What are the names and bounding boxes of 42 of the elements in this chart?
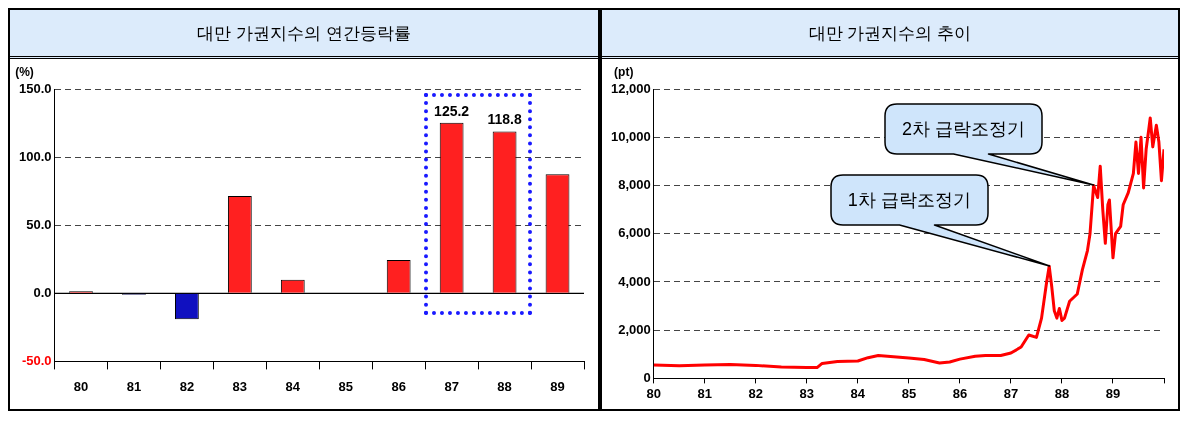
chart-title: 대만 가권지수의 연간등락률 bbox=[10, 10, 598, 59]
y-tick-label: 0.0 bbox=[33, 284, 52, 300]
x-tick-label: 89 bbox=[1105, 385, 1121, 401]
y-tick-label: 2,000 bbox=[618, 321, 651, 337]
x-tick-label: 81 bbox=[697, 385, 713, 401]
chart-title: 대만 가권지수의 추이 bbox=[602, 10, 1178, 59]
y-tick-label: 50.0 bbox=[26, 216, 52, 232]
x-tick-label: 88 bbox=[1054, 385, 1070, 401]
callout-arrow: 2차 급락조정기 bbox=[883, 102, 1096, 188]
x-tick-label: 84 bbox=[285, 378, 301, 394]
y-tick-label: 150.0 bbox=[18, 80, 52, 96]
x-tick-label: 81 bbox=[126, 378, 142, 394]
y-tick-label: 100.0 bbox=[18, 148, 52, 164]
x-tick-label: 83 bbox=[799, 385, 815, 401]
annotation: 1차 급락조정기 bbox=[847, 189, 971, 213]
y-tick-label: 6,000 bbox=[618, 225, 651, 241]
x-tick-label: 85 bbox=[338, 378, 353, 394]
x-tick-label: 86 bbox=[391, 378, 406, 394]
y-axis-title: (pt) bbox=[614, 65, 634, 80]
y-axis-title: (%) bbox=[15, 65, 34, 80]
x-tick-label: 87 bbox=[444, 378, 459, 394]
annotation: 2차 급락조정기 bbox=[902, 118, 1026, 142]
y-tick-label: 0 bbox=[643, 369, 651, 385]
x-tick-label: 80 bbox=[646, 385, 661, 401]
x-tick-label: 80 bbox=[73, 378, 89, 394]
data-label: 125.2 bbox=[434, 102, 470, 119]
x-tick-label: 84 bbox=[850, 385, 866, 401]
y-tick-label: 8,000 bbox=[618, 177, 651, 193]
x-tick-label: 82 bbox=[179, 378, 195, 394]
y-tick-label: 4,000 bbox=[618, 273, 651, 289]
x-tick-label: 89 bbox=[550, 378, 565, 394]
x-tick-label: 83 bbox=[232, 378, 248, 394]
x-tick-label: 85 bbox=[901, 385, 917, 401]
x-tick-label: 82 bbox=[748, 385, 764, 401]
y-tick-label: 10,000 bbox=[611, 128, 651, 144]
x-tick-label: 87 bbox=[1003, 385, 1019, 401]
x-tick-label: 88 bbox=[497, 378, 512, 394]
y-tick-label: -50.0 bbox=[21, 352, 52, 368]
x-tick-label: 86 bbox=[952, 385, 968, 401]
data-label: 118.8 bbox=[487, 111, 522, 128]
y-tick-label: 12,000 bbox=[611, 80, 651, 96]
callout-arrow: 1차 급락조정기 bbox=[828, 173, 1052, 269]
